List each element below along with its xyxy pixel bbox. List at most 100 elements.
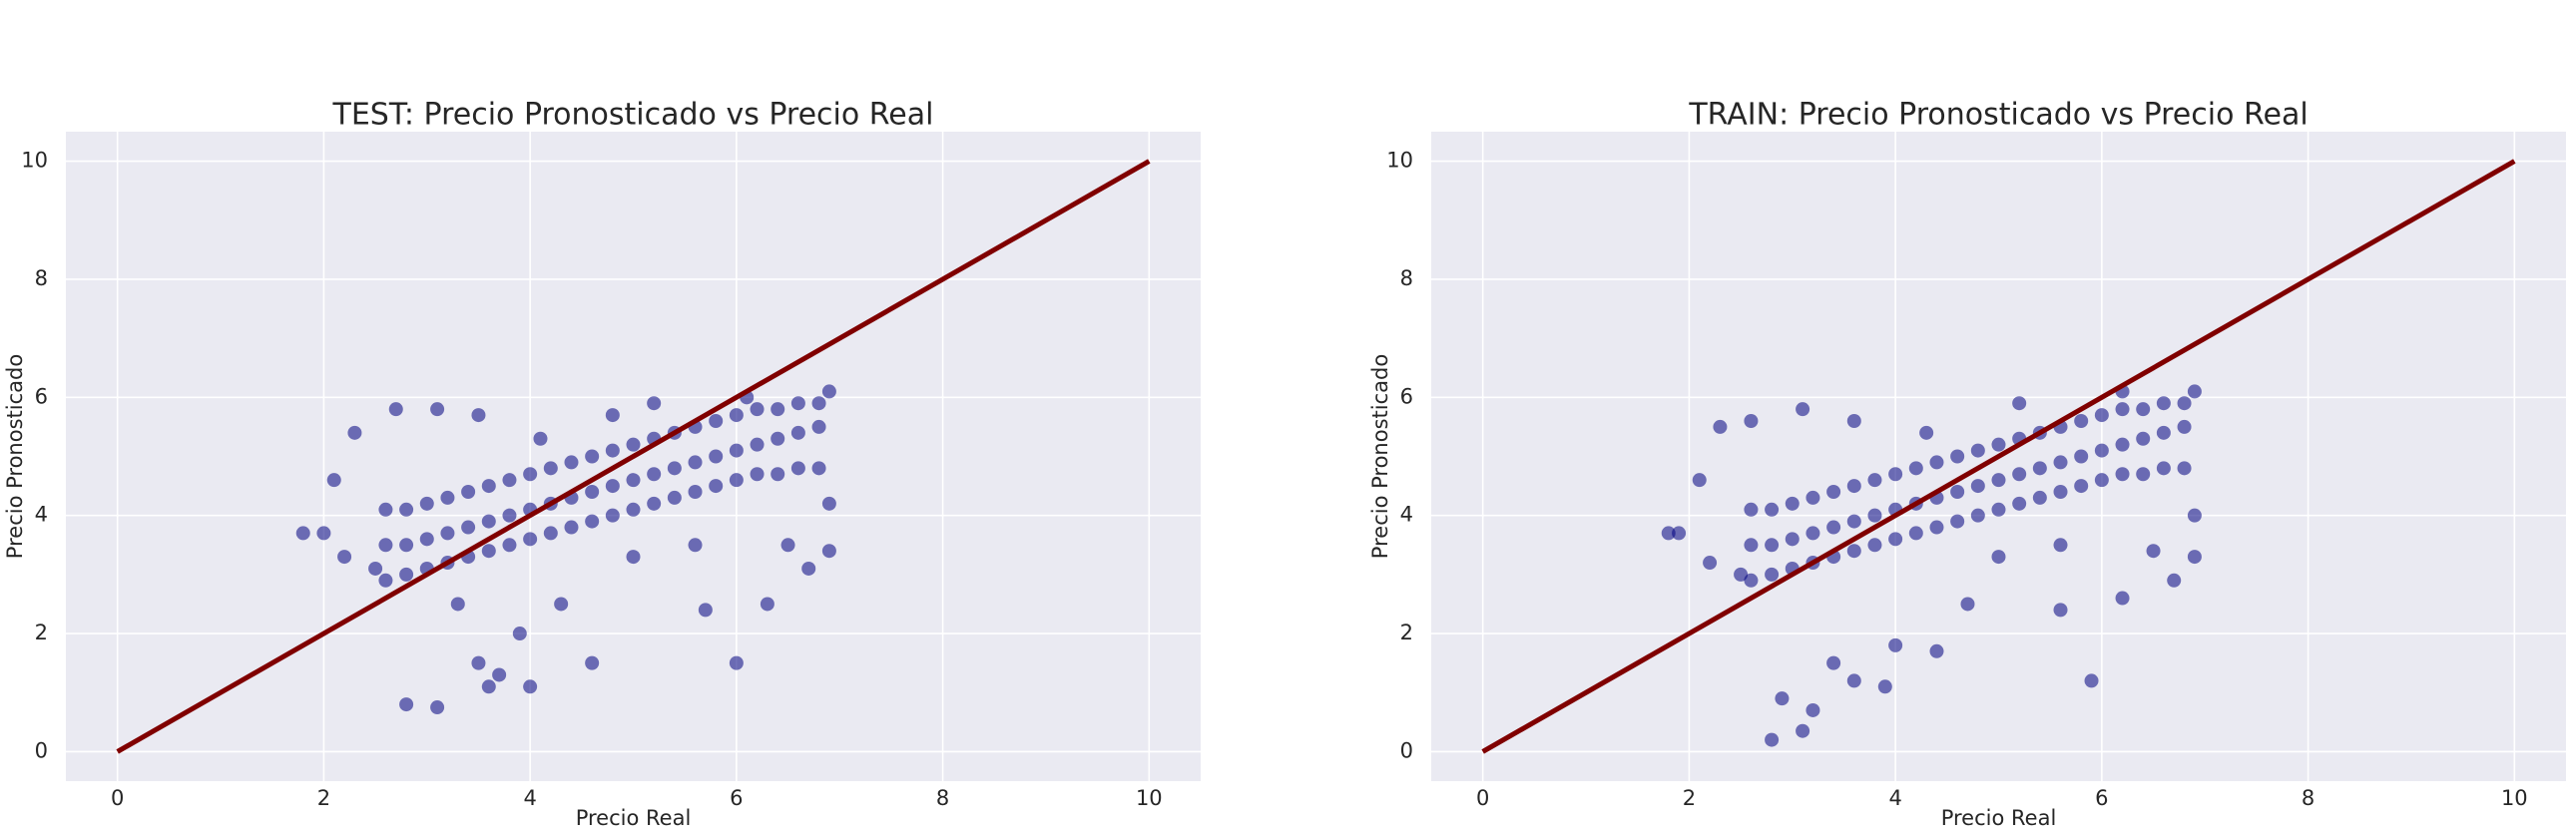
y-axis-label: Precio Pronosticado <box>1368 354 1392 559</box>
y-tick-label: 4 <box>1400 503 1413 527</box>
scatter-point <box>605 443 620 458</box>
scatter-point <box>729 655 744 670</box>
scatter-point <box>729 443 744 458</box>
y-tick-label: 0 <box>35 738 48 762</box>
scatter-point <box>2187 550 2202 565</box>
scatter-point <box>585 514 600 529</box>
reference-line <box>1481 159 2516 754</box>
scatter-point <box>1826 520 1841 535</box>
scatter-point <box>2167 573 2182 588</box>
scatter-point <box>295 526 310 541</box>
scatter-point <box>450 597 465 612</box>
y-axis-label: Precio Pronosticado <box>3 354 27 559</box>
scatter-point <box>1846 544 1861 559</box>
scatter-point <box>326 473 341 488</box>
scatter-point <box>2094 473 2109 488</box>
scatter-point <box>709 479 724 494</box>
scatter-point <box>1867 508 1882 523</box>
scatter-point <box>1846 514 1861 529</box>
scatter-point <box>1744 502 1759 517</box>
scatter-point <box>2187 384 2202 399</box>
scatter-point <box>1703 556 1718 571</box>
scatter-point <box>523 679 538 694</box>
scatter-point <box>543 526 558 541</box>
scatter-point <box>1744 538 1759 553</box>
scatter-point <box>1867 538 1882 553</box>
x-tick-label: 0 <box>1476 786 1489 810</box>
scatter-point <box>430 402 445 417</box>
x-tick-label: 4 <box>523 786 536 810</box>
scatter-point <box>605 408 620 423</box>
scatter-point <box>1846 413 1861 428</box>
scatter-point <box>378 502 393 517</box>
scatter-point <box>430 700 445 715</box>
scatter-point <box>688 455 703 470</box>
scatter-point <box>481 544 496 559</box>
scatter-point <box>1950 485 1965 500</box>
scatter-point <box>821 496 836 511</box>
scatter-point <box>667 490 682 505</box>
scatter-point <box>667 461 682 476</box>
scatter-point <box>2032 461 2047 476</box>
scatter-point <box>709 413 724 428</box>
scatter-point <box>419 496 434 511</box>
scatter-point <box>523 532 538 547</box>
scatter-point <box>2094 443 2109 458</box>
scatter-point <box>1805 526 1820 541</box>
scatter-point <box>1744 413 1759 428</box>
scatter-point <box>811 396 826 411</box>
scatter-point <box>750 437 765 452</box>
scatter-point <box>626 502 641 517</box>
scatter-point <box>399 502 414 517</box>
scatter-point <box>2084 673 2099 688</box>
scatter-point <box>2115 591 2130 606</box>
scatter-point <box>1888 532 1903 547</box>
scatter-point <box>2177 419 2192 434</box>
chart-title: TEST: Precio Pronosticado vs Precio Real <box>332 98 934 133</box>
y-tick-label: 0 <box>1400 738 1413 762</box>
x-tick-label: 2 <box>317 786 330 810</box>
scatter-point <box>760 597 774 612</box>
scatter-point <box>821 544 836 559</box>
scatter-point <box>647 496 662 511</box>
scatter-point <box>419 532 434 547</box>
scatter-point <box>790 461 805 476</box>
scatter-point <box>2074 479 2089 494</box>
reference-line <box>116 159 1151 754</box>
chart-title: TRAIN: Precio Pronosticado vs Precio Rea… <box>1688 98 2308 133</box>
scatter-point <box>2053 455 2068 470</box>
scatter-point <box>790 425 805 440</box>
scatter-point <box>771 431 785 446</box>
scatter-point <box>1960 597 1975 612</box>
scatter-point <box>523 467 538 482</box>
scatter-point <box>461 485 476 500</box>
scatter-point <box>554 597 569 612</box>
scatter-point <box>1765 538 1780 553</box>
y-tick-label: 8 <box>1400 266 1413 290</box>
x-tick-label: 6 <box>2095 786 2108 810</box>
scatter-point <box>543 461 558 476</box>
scatter-point <box>1919 425 1934 440</box>
scatter-point <box>399 567 414 582</box>
x-tick-label: 0 <box>111 786 124 810</box>
scatter-point <box>316 526 331 541</box>
scatter-point <box>771 402 785 417</box>
scatter-point <box>512 627 527 641</box>
scatter-point <box>1672 526 1687 541</box>
scatter-point <box>2187 508 2202 523</box>
scatter-point <box>564 520 579 535</box>
scatter-point <box>1970 479 1985 494</box>
scatter-point <box>399 697 414 712</box>
scatter-point <box>2094 408 2109 423</box>
x-tick-label: 8 <box>2302 786 2315 810</box>
scatter-point <box>626 550 641 565</box>
y-tick-label: 6 <box>35 384 48 408</box>
scatter-point <box>2074 413 2089 428</box>
scatter-point <box>2115 402 2130 417</box>
scatter-point <box>1692 473 1707 488</box>
scatter-point <box>1775 691 1790 706</box>
scatter-point <box>585 655 600 670</box>
scatter-point <box>605 508 620 523</box>
scatter-point <box>502 538 517 553</box>
